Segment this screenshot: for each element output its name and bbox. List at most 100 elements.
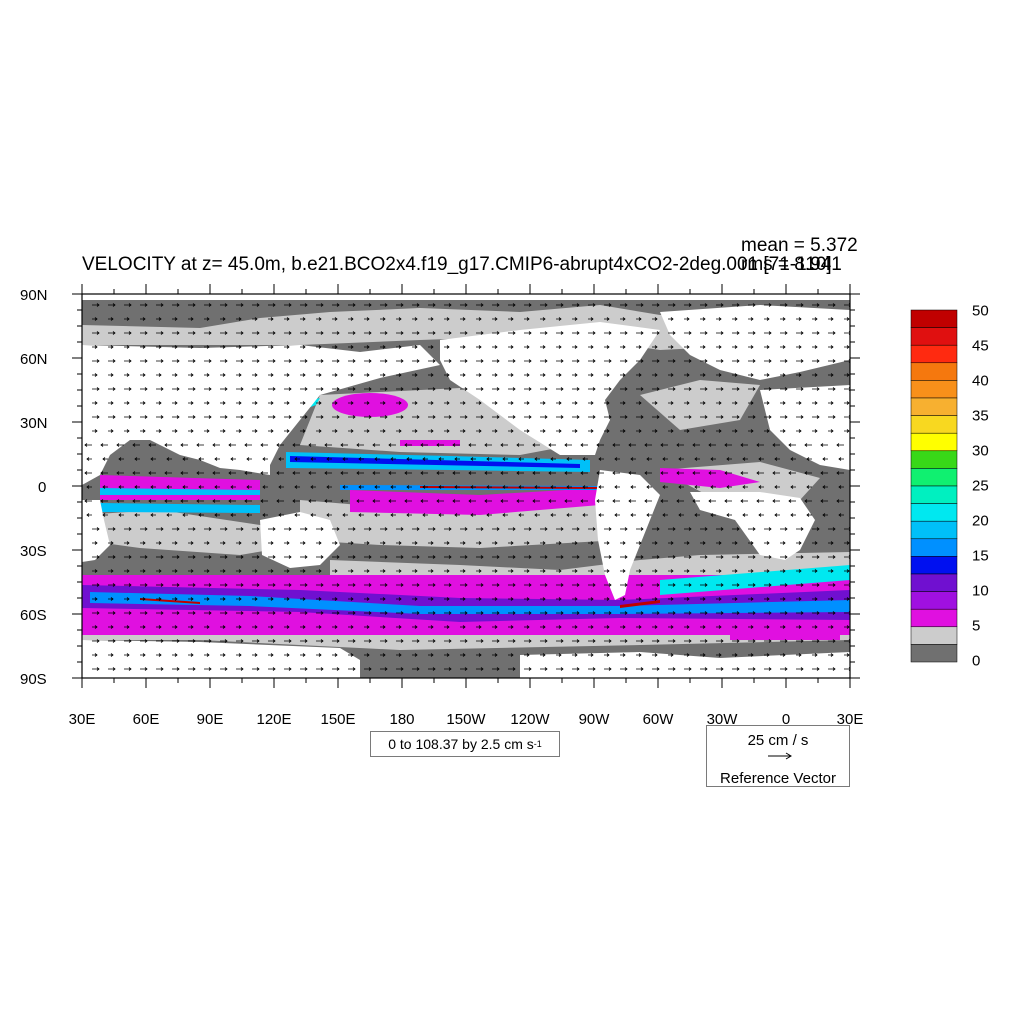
velocity-arrow [556, 359, 564, 363]
velocity-arrow [582, 513, 588, 517]
velocity-arrow [748, 401, 754, 405]
velocity-arrow [326, 457, 332, 461]
velocity-arrow [678, 513, 684, 517]
velocity-arrow [828, 345, 834, 349]
velocity-arrow [252, 611, 260, 615]
velocity-arrow [572, 387, 580, 391]
velocity-arrow [796, 639, 804, 643]
velocity-arrow [556, 555, 564, 559]
velocity-arrow [492, 303, 500, 307]
velocity-arrow [716, 653, 722, 657]
velocity-arrow [812, 331, 820, 335]
velocity-arrow [252, 401, 258, 405]
velocity-arrow [316, 415, 324, 419]
colorbar-label-50: 50 [972, 302, 989, 320]
velocity-arrow [604, 401, 610, 405]
velocity-arrow [300, 387, 308, 391]
velocity-arrow [284, 527, 292, 531]
velocity-arrow [668, 639, 676, 643]
velocity-arrow [548, 443, 556, 447]
velocity-arrow [724, 499, 732, 503]
velocity-arrow [276, 443, 284, 447]
velocity-arrow [500, 471, 508, 475]
velocity-arrow [374, 485, 380, 489]
velocity-arrow [524, 415, 532, 419]
velocity-arrow [668, 345, 674, 349]
velocity-arrow [390, 513, 396, 517]
velocity-arrow [476, 667, 484, 671]
velocity-arrow [396, 639, 404, 643]
velocity-arrow [716, 611, 724, 615]
velocity-arrow [172, 303, 180, 307]
velocity-arrow [764, 415, 772, 419]
velocity-arrow [236, 555, 244, 559]
velocity-arrow [644, 499, 652, 503]
velocity-arrow [844, 653, 850, 657]
colorbar-label-35: 35 [972, 407, 989, 425]
velocity-arrow [102, 513, 108, 517]
velocity-arrow [236, 387, 244, 391]
velocity-arrow [124, 401, 130, 405]
velocity-arrow [100, 471, 108, 475]
velocity-arrow [268, 415, 276, 419]
velocity-arrow [356, 443, 364, 447]
velocity-arrow [774, 485, 780, 489]
velocity-arrow [540, 583, 548, 587]
velocity-arrow [588, 373, 594, 377]
velocity-arrow [492, 387, 500, 391]
velocity-arrow [620, 373, 626, 377]
velocity-arrow [532, 499, 540, 503]
velocity-arrow [476, 415, 484, 419]
velocity-arrow [540, 317, 546, 321]
velocity-arrow [180, 471, 188, 475]
velocity-arrow [348, 429, 354, 433]
velocity-arrow [684, 331, 692, 335]
velocity-arrow [236, 359, 244, 363]
velocity-arrow [540, 611, 548, 615]
velocity-arrow [700, 317, 706, 321]
colorbar-label-20: 20 [972, 512, 989, 530]
velocity-arrow [748, 415, 756, 419]
velocity-arrow [518, 457, 524, 461]
velocity-arrow [198, 513, 204, 517]
lon-label-90e: 90E [196, 711, 224, 728]
velocity-arrow [172, 415, 180, 419]
lat-label-0: 0 [38, 479, 47, 496]
velocity-arrow [92, 541, 98, 545]
colorbar-label-0: 0 [972, 652, 981, 670]
velocity-arrow [156, 401, 162, 405]
velocity-arrow [412, 667, 420, 671]
velocity-arrow [268, 303, 276, 307]
velocity-arrow [124, 387, 132, 391]
velocity-arrow [524, 653, 530, 657]
velocity-arrow [716, 597, 722, 601]
velocity-arrow [604, 373, 610, 377]
velocity-arrow [220, 387, 228, 391]
velocity-arrow [572, 373, 578, 377]
velocity-arrow [220, 625, 226, 629]
velocity-arrow [444, 387, 452, 391]
velocity-arrow [612, 471, 620, 475]
velocity-arrow [652, 639, 660, 643]
velocity-arrow [788, 499, 796, 503]
velocity-arrow [476, 569, 482, 573]
velocity-arrow [652, 345, 658, 349]
velocity-arrow [460, 625, 466, 629]
velocity-arrow [796, 653, 802, 657]
velocity-arrow [252, 583, 260, 587]
velocity-arrow [374, 457, 380, 461]
velocity-arrow [614, 485, 620, 489]
velocity-arrow [620, 429, 626, 433]
velocity-arrow [164, 471, 172, 475]
velocity-arrow [716, 583, 724, 587]
velocity-arrow [300, 317, 306, 321]
velocity-arrow [236, 303, 244, 307]
velocity-arrow [156, 597, 162, 601]
velocity-arrow [412, 555, 420, 559]
velocity-arrow [292, 443, 300, 447]
velocity-arrow [756, 499, 764, 503]
velocity-arrow [684, 555, 692, 559]
velocity-arrow [396, 373, 402, 377]
velocity-arrow [140, 527, 148, 531]
velocity-arrow [204, 303, 212, 307]
